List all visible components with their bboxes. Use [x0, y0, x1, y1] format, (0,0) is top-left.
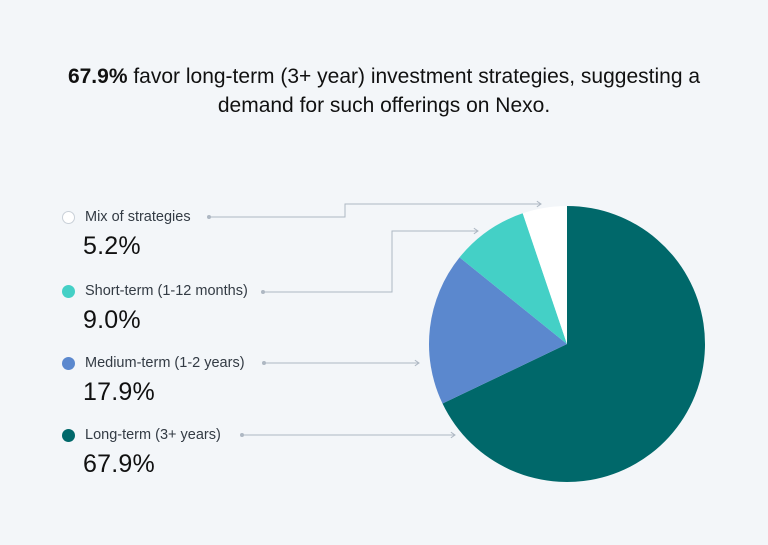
leader-line-short-term-arrow — [473, 227, 479, 235]
headline-highlight: 67.9% — [67, 65, 128, 88]
legend-item-long-term: Long-term (3+ years) 67.9% — [62, 426, 221, 479]
leader-line-medium-term-dot — [262, 361, 266, 365]
legend-value-medium-term: 17.9% — [83, 378, 155, 406]
leader-line-long-term-arrow — [450, 431, 456, 439]
legend-swatch-short-term — [62, 284, 75, 298]
leader-line-mix — [209, 203, 541, 218]
pie-slice-short-term — [459, 213, 567, 344]
legend-value-short-term: 9.0% — [83, 306, 141, 334]
legend-swatch-mix — [62, 210, 75, 224]
chart-headline: 67.9% favor long-term (3+ year) investme… — [40, 62, 728, 120]
leader-line-medium-term-arrow — [414, 359, 420, 367]
leader-line-mix-dot — [207, 215, 211, 219]
leader-line-short-term — [263, 230, 478, 293]
legend-item-medium-term: Medium-term (1-2 years) 17.9% — [62, 354, 245, 407]
legend-item-mix: Mix of strategies 5.2% — [62, 208, 191, 261]
leader-line-mix-arrow — [536, 200, 542, 208]
legend-item-short-term: Short-term (1-12 months) 9.0% — [62, 282, 248, 335]
legend-label-medium-term: Medium-term (1-2 years) — [85, 355, 245, 371]
pie-slice-mix — [522, 206, 567, 344]
leader-line-long-term-dot — [240, 433, 244, 437]
pie-slice-medium-term — [429, 257, 567, 404]
legend-swatch-long-term — [62, 428, 75, 442]
legend-value-long-term: 67.9% — [83, 450, 155, 478]
legend-value-mix: 5.2% — [83, 232, 141, 260]
legend-swatch-medium-term — [62, 356, 75, 370]
headline-text: favor long-term (3+ year) investment str… — [127, 65, 701, 117]
leader-line-short-term-dot — [261, 290, 265, 294]
legend-label-mix: Mix of strategies — [85, 209, 191, 225]
pie-slice-long-term — [442, 206, 705, 482]
legend-label-long-term: Long-term (3+ years) — [85, 427, 221, 443]
legend-label-short-term: Short-term (1-12 months) — [85, 283, 248, 299]
